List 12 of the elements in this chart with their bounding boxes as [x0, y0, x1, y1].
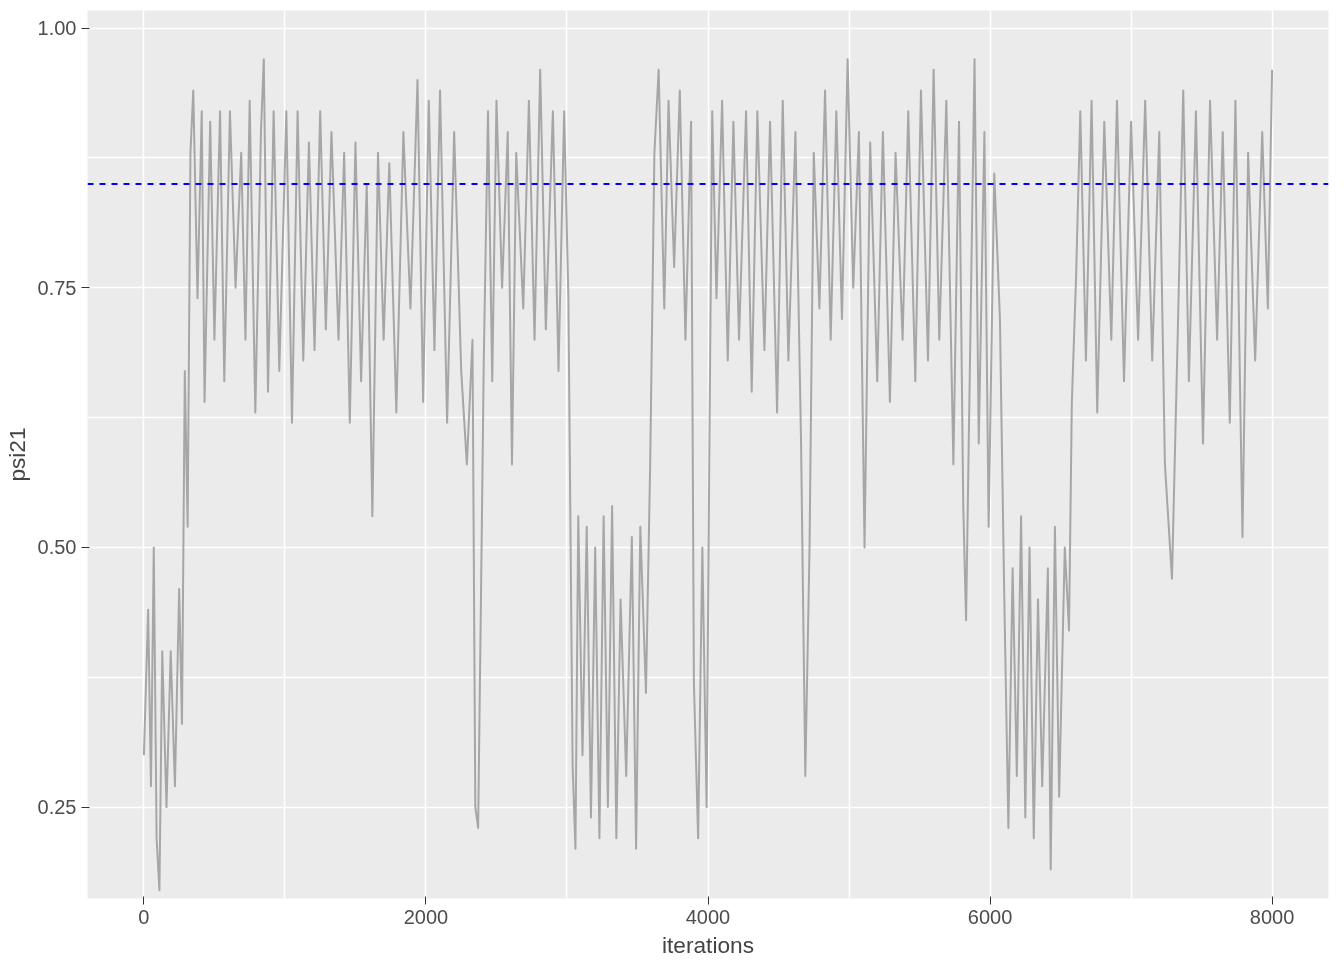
x-tick-label: 0 [138, 905, 150, 928]
x-tick-label: 6000 [967, 905, 1013, 928]
y-tick-label: 1.00 [37, 17, 77, 40]
y-tick-label: 0.50 [37, 536, 77, 559]
line-series [142, 58, 1274, 892]
x-tick-label: 4000 [685, 905, 731, 928]
x-tick-label: 8000 [1249, 905, 1295, 928]
y-tick-label: 0.75 [37, 276, 77, 299]
x-axis-title: iterations [662, 931, 754, 958]
x-tick-label: 2000 [403, 905, 449, 928]
y-tick-label: 0.25 [37, 796, 77, 819]
y-axis-title: psi21 [3, 427, 30, 482]
